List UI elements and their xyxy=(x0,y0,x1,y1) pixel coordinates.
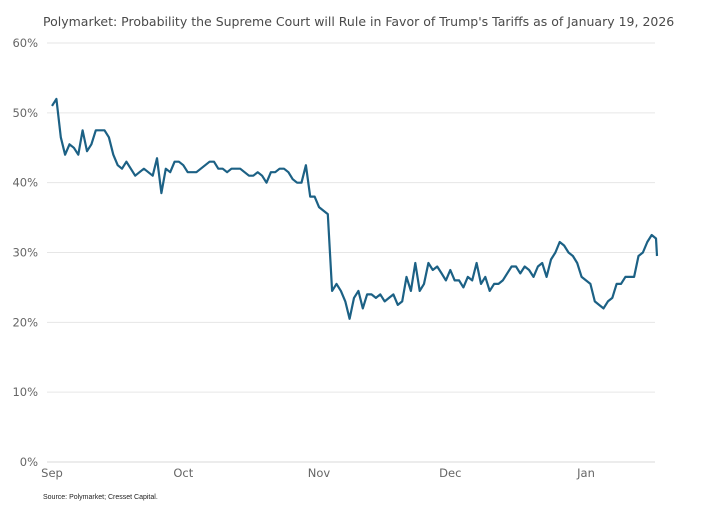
x-tick-label: Nov xyxy=(308,466,331,480)
y-tick-label: 20% xyxy=(12,315,38,329)
x-tick-label: Oct xyxy=(173,466,193,480)
x-tick-label: Jan xyxy=(576,466,595,480)
y-tick-label: 30% xyxy=(12,246,38,260)
chart-title: Polymarket: Probability the Supreme Cour… xyxy=(43,14,675,29)
x-tick-label: Dec xyxy=(439,466,461,480)
y-tick-label: 60% xyxy=(12,36,38,50)
series-line xyxy=(51,97,659,320)
source-note: Source: Polymarket; Cresset Capital. xyxy=(43,494,158,501)
x-tick-label: Sep xyxy=(41,466,63,480)
y-tick-label: 0% xyxy=(20,455,38,469)
y-tick-label: 40% xyxy=(12,176,38,190)
y-tick-label: 50% xyxy=(12,106,38,120)
y-tick-label: 10% xyxy=(12,385,38,399)
